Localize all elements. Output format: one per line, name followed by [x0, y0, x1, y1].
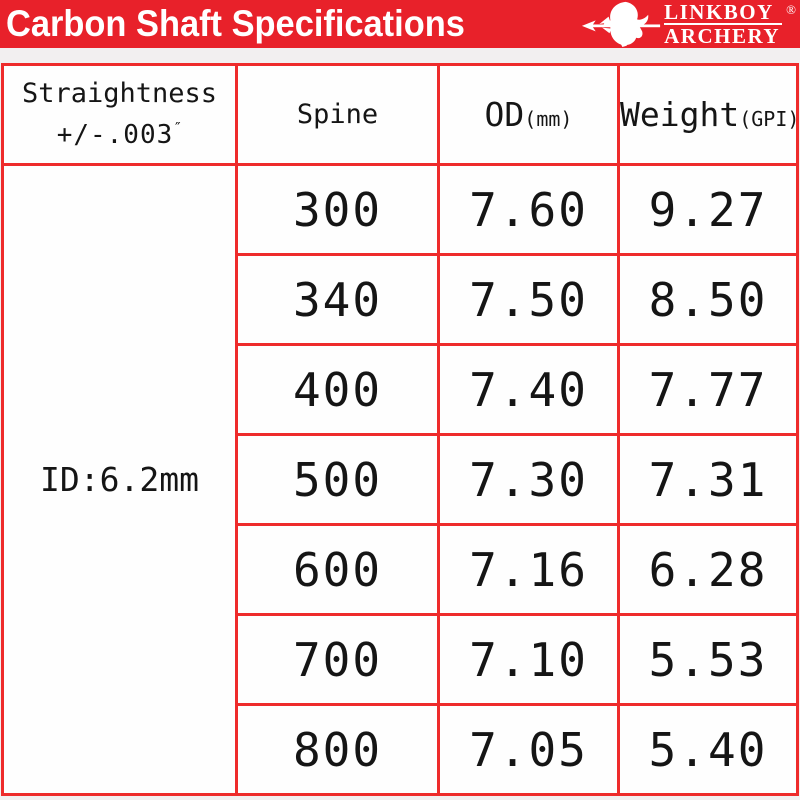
spine-cell: 340 [235, 253, 440, 346]
column-header-weight: Weight(GPI) [617, 63, 800, 166]
brand-divider [664, 23, 783, 25]
inner-diameter-cell: ID:6.2mm [1, 163, 238, 796]
spine-cell: 500 [235, 433, 440, 526]
table-row: 500 7.30 7.31 [3, 433, 799, 526]
spine-cell: 600 [235, 523, 440, 616]
table-row: ID:6.2mm 300 7.60 9.27 [1, 163, 799, 796]
od-cell: 7.60 [437, 163, 620, 256]
spine-cell: 400 [235, 343, 440, 436]
spine-cell: 700 [235, 613, 440, 706]
od-cell: 7.50 [437, 253, 620, 346]
table-row: 600 7.16 6.28 [3, 523, 799, 616]
weight-cell: 7.31 [617, 433, 799, 526]
weight-cell: 6.28 [617, 523, 799, 616]
table-row: 340 7.50 8.50 [3, 253, 799, 346]
inch-mark: ″ [173, 119, 183, 137]
column-header-od: OD(mm) [437, 63, 620, 166]
od-cell: 7.10 [437, 613, 620, 706]
brand-name-line1: LINKBOY [664, 0, 774, 24]
spec-table: Straightness +/-.003″ Spine OD(mm) Weigh… [1, 63, 799, 796]
arrow-through-elk-head-icon [582, 1, 661, 47]
column-header-straightness: Straightness +/-.003″ [1, 63, 238, 166]
brand-name: LINKBOY ARCHERY [664, 0, 783, 48]
spine-cell: 300 [235, 163, 440, 256]
od-cell: 7.40 [437, 343, 620, 436]
weight-cell: 5.40 [617, 703, 799, 796]
table-row: 400 7.40 7.77 [3, 343, 799, 436]
table-row: 700 7.10 5.53 [3, 613, 799, 706]
od-cell: 7.16 [437, 523, 620, 616]
straightness-label: Straightness [21, 78, 218, 109]
table-header-row: Straightness +/-.003″ Spine OD(mm) Weigh… [1, 63, 800, 166]
od-cell: 7.05 [437, 703, 620, 796]
weight-cell: 9.27 [617, 163, 799, 256]
column-header-spine: Spine [235, 63, 440, 166]
weight-cell: 5.53 [617, 613, 799, 706]
od-unit: (mm) [524, 107, 573, 131]
straightness-tolerance: +/-.003″ [56, 119, 183, 150]
od-cell: 7.30 [437, 433, 620, 526]
brand-logo: LINKBOY ARCHERY ® [580, 0, 796, 48]
od-label: OD [484, 95, 525, 134]
page-title: Carbon Shaft Specifications [6, 3, 465, 44]
weight-label: Weight [620, 95, 740, 134]
spine-cell: 800 [235, 703, 440, 796]
weight-unit: (GPI) [739, 107, 800, 131]
title-bar: Carbon Shaft Specifications LINKBOY ARCH… [0, 0, 800, 48]
registered-trademark-symbol: ® [786, 2, 796, 17]
table-row: 800 7.05 5.40 [3, 703, 799, 796]
weight-cell: 8.50 [617, 253, 799, 346]
brand-name-line2: ARCHERY [664, 24, 781, 48]
weight-cell: 7.77 [617, 343, 799, 436]
